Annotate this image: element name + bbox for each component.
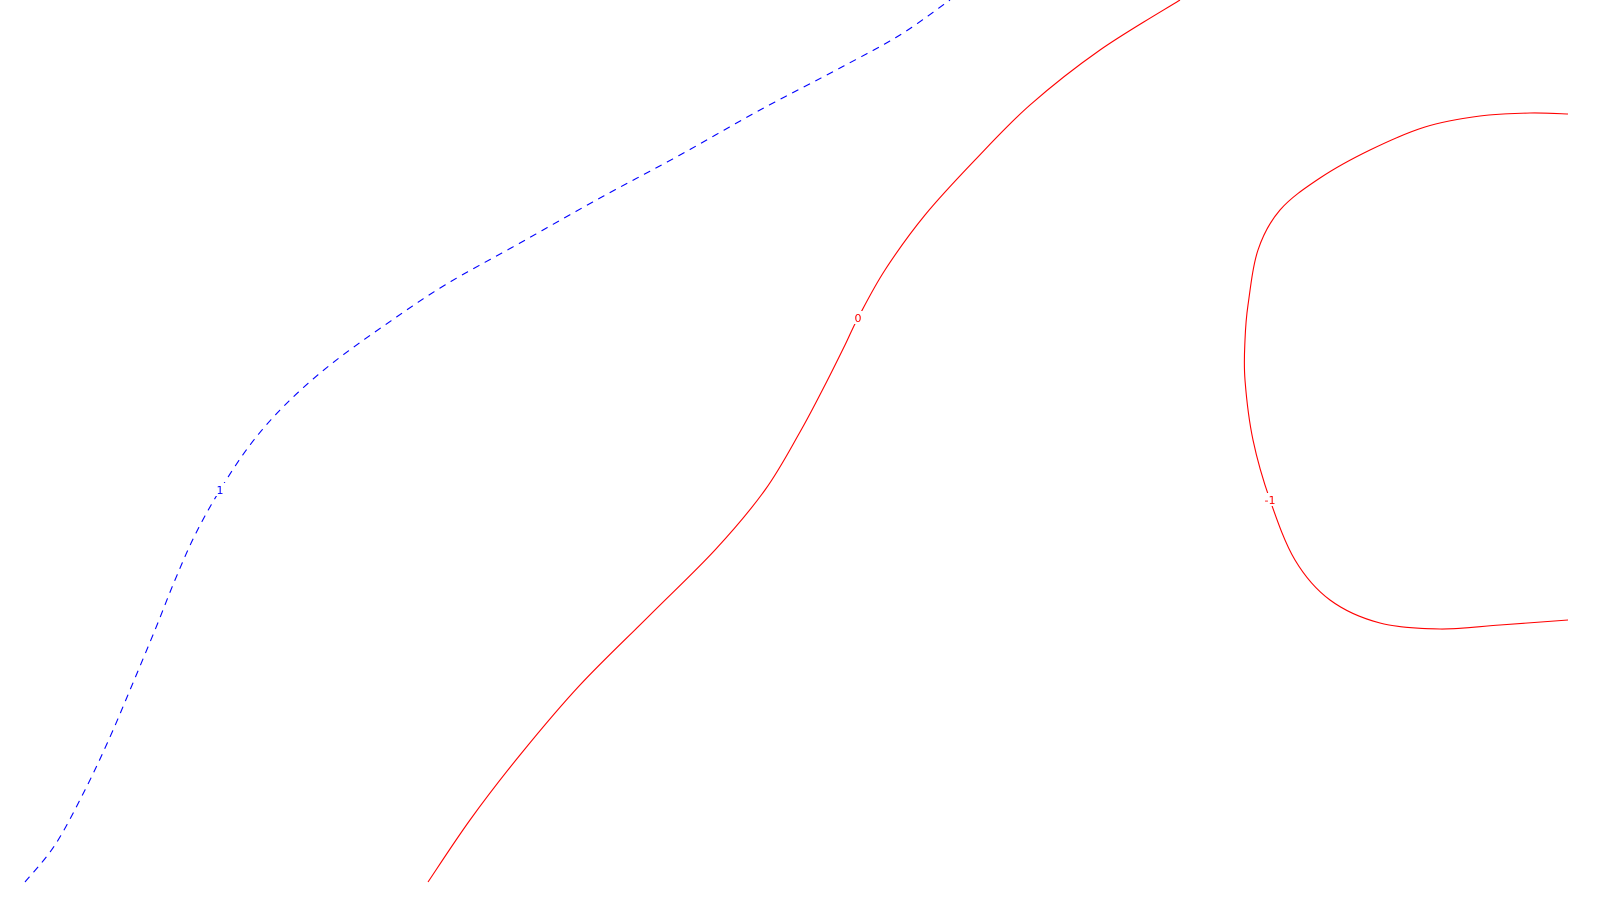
contour-labels: 1 0 -1 <box>214 311 1279 507</box>
contour-line-0 <box>24 0 951 883</box>
contour-label-background-1 <box>852 311 864 324</box>
contour-label-1: 0 <box>855 312 862 325</box>
contour-label-background-2 <box>1261 493 1279 506</box>
contour-label-background-0 <box>214 483 226 496</box>
contour-line-2 <box>1243 112 1569 630</box>
contour-label-2: -1 <box>1265 494 1276 507</box>
contour-line-1 <box>427 0 1181 883</box>
contour-label-0: 1 <box>217 484 224 497</box>
contour-lines <box>24 0 1569 883</box>
